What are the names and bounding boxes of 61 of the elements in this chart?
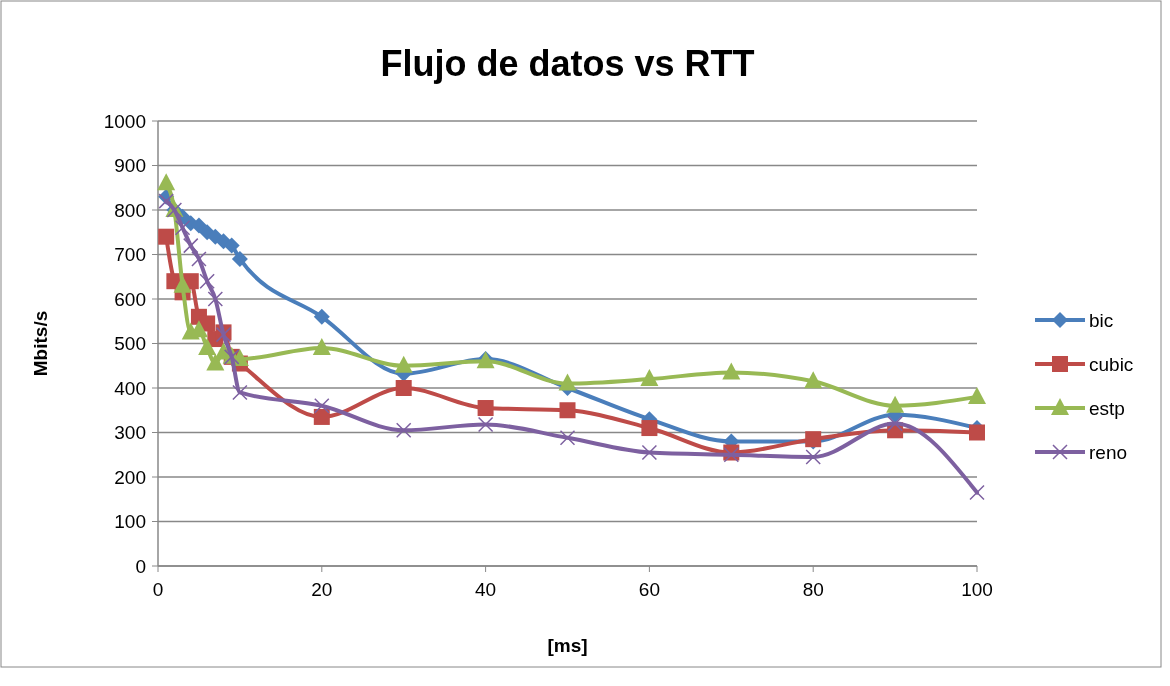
y-tick-label: 200 bbox=[114, 466, 146, 488]
point bbox=[969, 484, 985, 501]
x-tick-label: 40 bbox=[475, 579, 497, 600]
point bbox=[223, 237, 240, 254]
point bbox=[207, 291, 224, 307]
point bbox=[199, 273, 215, 289]
point bbox=[968, 386, 986, 404]
y-axis-title: Mbits/s bbox=[30, 310, 51, 377]
point bbox=[559, 402, 576, 419]
y-tick-label: 1000 bbox=[103, 110, 146, 132]
y-tick-label: 0 bbox=[135, 555, 146, 577]
point bbox=[312, 337, 331, 355]
y-tick-label: 800 bbox=[114, 199, 146, 221]
point bbox=[722, 362, 741, 380]
x-tick-label: 100 bbox=[961, 579, 993, 600]
point bbox=[174, 220, 191, 236]
y-tick-label: 700 bbox=[114, 244, 146, 266]
legend-label: cubic bbox=[1089, 353, 1134, 375]
point bbox=[395, 380, 412, 396]
point bbox=[394, 355, 413, 373]
point bbox=[804, 371, 823, 389]
x-axis-title: [ms] bbox=[547, 635, 588, 656]
point bbox=[477, 416, 494, 433]
point bbox=[158, 228, 175, 245]
x-tick-label: 80 bbox=[802, 579, 824, 600]
point bbox=[183, 237, 199, 254]
point bbox=[314, 398, 330, 414]
point bbox=[805, 449, 821, 465]
point bbox=[641, 420, 658, 437]
point bbox=[313, 308, 330, 325]
legend-label: estp bbox=[1089, 397, 1125, 419]
point bbox=[395, 422, 412, 439]
point bbox=[559, 430, 576, 446]
point bbox=[206, 353, 225, 371]
point bbox=[887, 415, 903, 432]
point bbox=[232, 384, 248, 401]
x-tick-label: 60 bbox=[638, 579, 660, 600]
point bbox=[477, 400, 494, 417]
y-tick-label: 100 bbox=[114, 511, 146, 533]
point bbox=[173, 275, 192, 293]
x-tick-label: 20 bbox=[311, 579, 333, 600]
legend-label: reno bbox=[1089, 441, 1128, 463]
point bbox=[886, 395, 905, 413]
chart-title: Flujo de datos vs RTT bbox=[380, 43, 755, 84]
point bbox=[640, 369, 659, 387]
y-tick-label: 900 bbox=[114, 155, 146, 177]
point bbox=[191, 251, 207, 267]
point bbox=[641, 444, 658, 461]
point bbox=[558, 373, 577, 391]
point bbox=[969, 424, 985, 441]
point bbox=[313, 408, 330, 425]
y-tick-label: 400 bbox=[114, 377, 146, 399]
point bbox=[198, 337, 217, 355]
legend-label: bic bbox=[1089, 309, 1114, 331]
x-tick-label: 0 bbox=[152, 579, 164, 600]
point bbox=[157, 173, 176, 191]
y-tick-label: 500 bbox=[114, 333, 146, 355]
y-tick-label: 300 bbox=[114, 422, 146, 444]
point bbox=[231, 250, 248, 267]
point bbox=[158, 193, 174, 209]
y-tick-label: 600 bbox=[114, 288, 146, 310]
